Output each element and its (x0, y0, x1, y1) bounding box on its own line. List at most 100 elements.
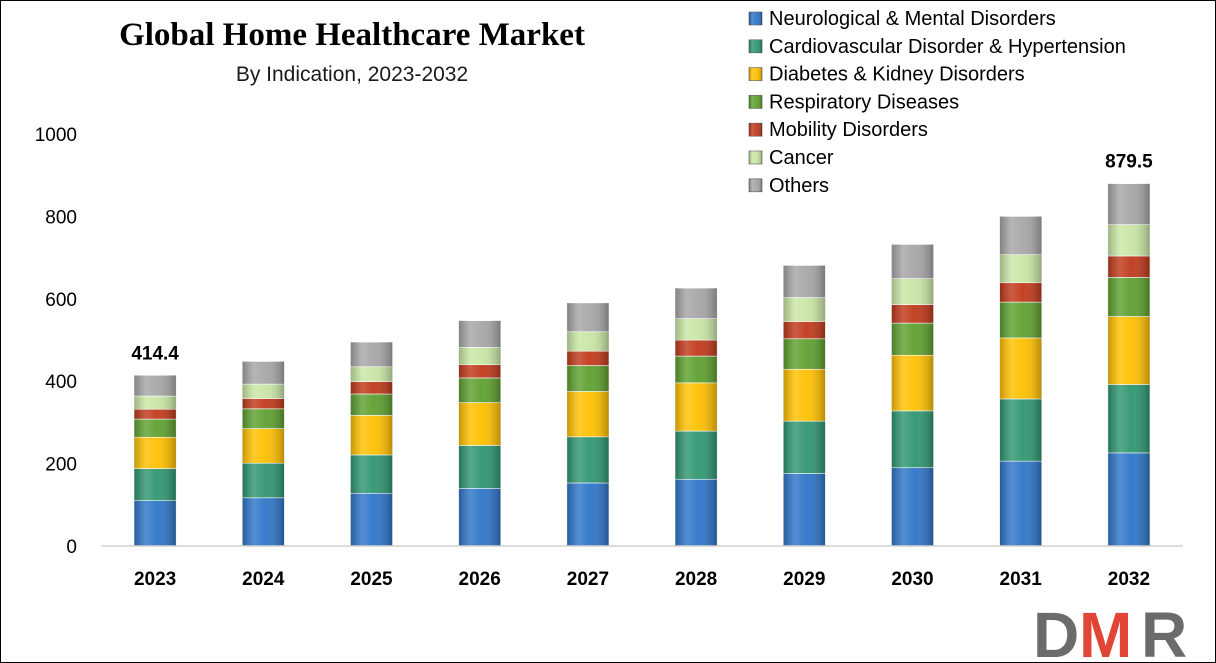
bar-segment-shade (891, 467, 934, 546)
logo-letter-r: R (1141, 599, 1187, 662)
bar-segment-shade (350, 454, 393, 494)
legend-swatch-shade (749, 12, 762, 25)
bar-segment-shade (675, 356, 718, 383)
x-tick-label: 2028 (675, 569, 717, 590)
bar-segment-shade (134, 468, 177, 501)
bar-segment-shade (891, 410, 934, 468)
bar-segment-shade (891, 323, 934, 356)
legend-item: Cancer (748, 147, 834, 169)
bar-stacks (133, 183, 1151, 547)
bar-segment-shade (1107, 316, 1150, 385)
y-tick-label: 200 (45, 455, 77, 476)
bar-segment-shade (999, 282, 1042, 303)
bar-segment-shade (891, 355, 934, 411)
bar-segment-shade (1107, 384, 1150, 453)
legend-item: Respiratory Diseases (748, 91, 959, 113)
bar-segment-shade (783, 421, 826, 474)
bar-stack-2031 (999, 216, 1043, 547)
bar-segment-shade (783, 297, 826, 322)
bar-stack-2028 (674, 287, 718, 547)
bar-segment-shade (134, 396, 177, 410)
x-tick-label: 2027 (567, 569, 609, 590)
data-labels: 414.4 879.5 (131, 152, 1153, 365)
legend-label: Neurological & Mental Disorders (769, 8, 1056, 30)
bar-segment-shade (458, 402, 501, 446)
bar-segment-shade (999, 461, 1042, 546)
bar-segment-shade (891, 278, 934, 305)
legend-label: Mobility Disorders (769, 119, 928, 141)
legend: Neurological & Mental Disorders Cardiovas… (748, 8, 1126, 197)
bar-segment-shade (675, 431, 718, 480)
bar-segment-shade (134, 437, 177, 469)
bar-segment-shade (999, 398, 1042, 462)
bar-segment-shade (999, 337, 1042, 399)
legend-swatch-shade (749, 39, 762, 53)
bar-segment-shade (675, 288, 718, 319)
x-tick-label: 2023 (134, 569, 176, 590)
legend-label: Others (769, 175, 829, 197)
x-axis: 2023 2024 2025 2026 2027 2028 2029 2030 2031 2032 (134, 569, 1150, 590)
bar-segment-shade (999, 216, 1042, 255)
bar-segment-shade (1107, 183, 1150, 225)
bar-segment-shade (999, 254, 1042, 283)
bar-segment-shade (134, 375, 177, 397)
x-tick-label: 2029 (783, 569, 825, 590)
bar-segment-shade (242, 408, 285, 429)
bar-segment-shade (134, 419, 177, 438)
bar-stack-2026 (458, 320, 502, 547)
bar-segment-shade (566, 351, 609, 366)
x-tick-label: 2032 (1108, 569, 1150, 590)
chart-subtitle: By Indication, 2023-2032 (236, 63, 468, 86)
x-tick-label: 2030 (891, 569, 933, 590)
bar-segment-shade (242, 463, 285, 498)
legend-item: Mobility Disorders (748, 119, 928, 141)
legend-label: Cancer (769, 147, 834, 169)
bar-segment-shade (242, 398, 285, 409)
bar-segment-shade (458, 445, 501, 489)
bar-segment-shade (1107, 277, 1150, 317)
bar-segment-shade (783, 265, 826, 298)
x-tick-label: 2026 (459, 569, 501, 590)
y-tick-label: 800 (45, 207, 77, 228)
bar-stack-2025 (350, 341, 393, 547)
bar-segment-shade (566, 436, 609, 483)
logo-letter-m: M (1079, 599, 1132, 662)
logo-letter-d: D (1033, 599, 1079, 662)
legend-swatch-shade (749, 67, 762, 81)
bar-segment-shade (566, 482, 609, 546)
bar-segment-shade (675, 340, 718, 357)
legend-label: Cardiovascular Disorder & Hypertension (769, 36, 1126, 58)
bar-segment-shade (350, 342, 393, 367)
bar-segment-shade (1107, 224, 1150, 256)
legend-item: Neurological & Mental Disorders (748, 8, 1056, 30)
legend-swatch-shade (749, 95, 762, 109)
bar-segment-shade (566, 302, 609, 332)
bar-segment-shade (350, 493, 393, 546)
bar-segment-shade (458, 364, 501, 378)
bar-segment-shade (566, 391, 609, 437)
bar-segment-shade (675, 318, 718, 340)
data-label: 414.4 (131, 343, 179, 364)
y-tick-label: 600 (45, 290, 77, 311)
legend-item: Others (748, 175, 829, 197)
bar-segment-shade (1107, 255, 1150, 278)
bar-segment-shade (134, 500, 177, 546)
bar-stack-2032 (1107, 183, 1151, 547)
x-tick-label: 2025 (350, 569, 393, 590)
bar-segment-shade (891, 244, 934, 279)
x-tick-label: 2031 (1000, 569, 1043, 590)
bar-segment-shade (458, 347, 501, 365)
dmr-logo: D M R (1033, 599, 1187, 662)
legend-swatch-shade (749, 151, 762, 164)
bar-segment-shade (783, 338, 826, 370)
bar-segment-shade (999, 302, 1042, 338)
bar-segment-shade (242, 497, 285, 546)
bar-segment-shade (1107, 452, 1150, 546)
bar-stack-2024 (242, 361, 285, 547)
y-tick-label: 0 (66, 537, 77, 558)
y-tick-label: 400 (45, 372, 77, 393)
bar-segment-shade (783, 473, 826, 546)
bar-segment-shade (891, 304, 934, 324)
